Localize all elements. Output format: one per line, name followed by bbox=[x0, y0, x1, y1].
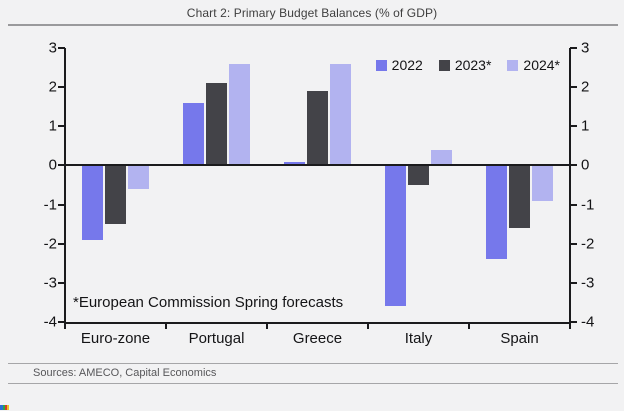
y-tick-left bbox=[58, 203, 65, 206]
bar-portugal-2024 bbox=[229, 63, 250, 166]
y-axis-label-left: 2 bbox=[48, 78, 57, 96]
y-axis-label-right: -1 bbox=[581, 196, 595, 214]
x-axis-line bbox=[64, 322, 571, 324]
y-axis-label-right: 2 bbox=[581, 78, 590, 96]
y-axis-label-right: -3 bbox=[581, 274, 595, 292]
legend-item-2022: 2022 bbox=[375, 57, 423, 73]
y-tick-right bbox=[570, 125, 577, 128]
chart-title: Chart 2: Primary Budget Balances (% of G… bbox=[186, 6, 438, 20]
y-tick-right bbox=[570, 203, 577, 206]
bar-portugal-2022 bbox=[183, 102, 204, 166]
y-axis-label-left: 3 bbox=[48, 39, 57, 57]
bar-italy-2024 bbox=[431, 149, 452, 166]
y-axis-label-left: -4 bbox=[43, 313, 57, 331]
legend: 2022 2023* 2024* bbox=[375, 57, 560, 73]
y-tick-left bbox=[58, 47, 65, 49]
source-divider-top bbox=[8, 363, 618, 364]
zero-line bbox=[65, 164, 570, 167]
y-tick-left bbox=[58, 242, 65, 245]
left-axis-line bbox=[64, 48, 66, 324]
source-text: Sources: AMECO, Capital Economics bbox=[33, 367, 217, 379]
x-group-tick bbox=[266, 324, 268, 329]
x-group-tick bbox=[367, 324, 369, 329]
legend-label: 2024* bbox=[523, 57, 560, 73]
bar-spain-2023 bbox=[509, 165, 530, 229]
forecast-annotation: *European Commission Spring forecasts bbox=[73, 294, 344, 311]
y-axis-label-right: 3 bbox=[581, 39, 590, 57]
y-tick-right bbox=[570, 242, 577, 245]
y-tick-right bbox=[570, 281, 577, 284]
bar-euro-zone-2022 bbox=[82, 165, 103, 240]
legend-label: 2022 bbox=[391, 57, 423, 73]
category-label-italy: Italy bbox=[404, 330, 433, 347]
legend-swatch-icon bbox=[507, 59, 519, 71]
legend-swatch-icon bbox=[375, 59, 387, 71]
y-tick-right bbox=[570, 164, 577, 167]
category-label-greece: Greece bbox=[292, 330, 343, 347]
y-axis-label-left: -2 bbox=[43, 235, 57, 253]
y-axis-label-right: 0 bbox=[581, 156, 590, 174]
x-group-tick bbox=[468, 324, 470, 329]
bar-greece-2022 bbox=[284, 161, 305, 166]
title-divider bbox=[8, 24, 618, 26]
y-axis-label-left: 1 bbox=[48, 117, 57, 135]
bar-euro-zone-2023 bbox=[105, 165, 126, 225]
y-tick-left bbox=[58, 86, 65, 89]
bar-italy-2023 bbox=[408, 165, 429, 185]
bar-spain-2022 bbox=[486, 165, 507, 260]
y-tick-left bbox=[58, 281, 65, 284]
bar-spain-2024 bbox=[532, 165, 553, 201]
legend-swatch-icon bbox=[438, 59, 450, 71]
y-axis-label-right: -2 bbox=[581, 235, 595, 253]
y-tick-left bbox=[58, 321, 65, 323]
y-tick-right bbox=[570, 321, 577, 323]
y-axis-label-left: 0 bbox=[48, 156, 57, 174]
right-axis-line bbox=[569, 48, 571, 324]
category-label-euro-zone: Euro-zone bbox=[80, 330, 151, 347]
legend-label: 2023* bbox=[454, 57, 492, 73]
bar-portugal-2023 bbox=[206, 83, 227, 166]
bar-italy-2022 bbox=[385, 165, 406, 307]
source-divider-bottom bbox=[8, 383, 618, 384]
category-label-spain: Spain bbox=[500, 330, 539, 347]
y-tick-right bbox=[570, 47, 577, 49]
legend-item-2024: 2024* bbox=[507, 57, 560, 73]
category-label-portugal: Portugal bbox=[188, 330, 245, 347]
x-group-tick bbox=[569, 324, 571, 329]
bar-greece-2024 bbox=[330, 63, 351, 166]
y-axis-label-right: -4 bbox=[581, 313, 595, 331]
y-axis-label-right: 1 bbox=[581, 117, 590, 135]
x-group-tick bbox=[64, 324, 66, 329]
bar-euro-zone-2024 bbox=[128, 165, 149, 189]
bar-greece-2023 bbox=[307, 91, 328, 166]
y-axis-label-left: -3 bbox=[43, 274, 57, 292]
corner-artifact bbox=[0, 405, 9, 410]
y-tick-left bbox=[58, 164, 65, 167]
y-tick-left bbox=[58, 125, 65, 128]
y-tick-right bbox=[570, 86, 577, 89]
legend-item-2023: 2023* bbox=[438, 57, 492, 73]
y-axis-label-left: -1 bbox=[43, 196, 57, 214]
x-group-tick bbox=[165, 324, 167, 329]
